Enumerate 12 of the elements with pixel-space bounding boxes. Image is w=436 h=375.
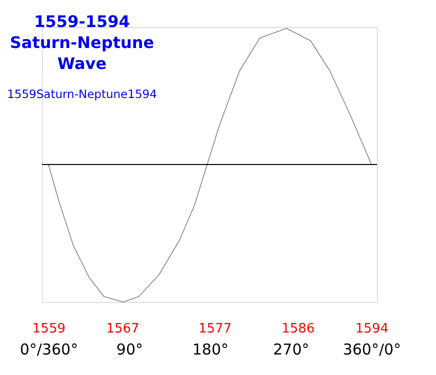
x2-tick-label: 360°/0° [342, 340, 402, 358]
x2-tick-label: 90° [116, 340, 143, 358]
text: 1559Saturn-Neptune1594 [7, 87, 157, 101]
x2-tick-label: 0°/360° [20, 340, 78, 358]
x2-tick-label: 180° [192, 340, 229, 358]
x-tick-label: 1577 [198, 322, 232, 336]
x-tick-label: 1586 [282, 322, 315, 336]
x-tick-label: 1559 [32, 322, 66, 336]
chart-title: 1559-1594 Saturn-Neptune Wave [10, 12, 154, 73]
x-tick-label: 1567 [106, 322, 140, 336]
x-tick-label: 1594 [355, 322, 389, 336]
x2-tick-label: 270° [273, 340, 310, 358]
